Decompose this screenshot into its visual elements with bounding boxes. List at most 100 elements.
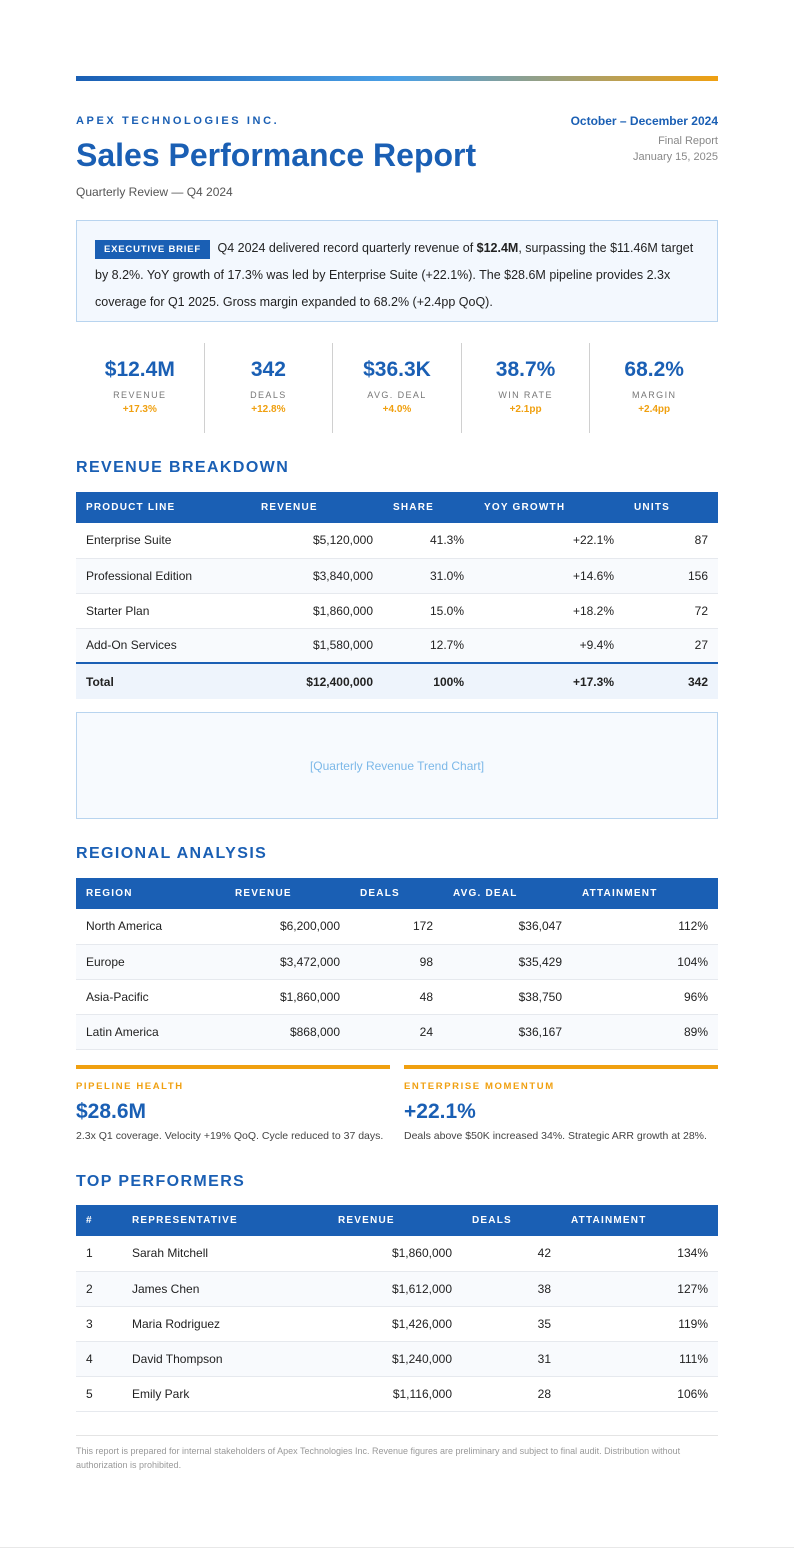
cell-attainment: 134% [561, 1236, 718, 1272]
brief-highlight: $12.4M [476, 241, 519, 255]
table-header-row: REGION REVENUE DEALS AVG. DEAL ATTAINMEN… [76, 878, 718, 909]
section-heading-regional: REGIONAL ANALYSIS [76, 845, 268, 862]
cell-deals: 48 [350, 979, 443, 1015]
cell-attainment: 106% [561, 1376, 718, 1412]
report-status: Final Report [658, 135, 718, 147]
column-header: # [76, 1205, 122, 1236]
cell-product: Professional Edition [76, 558, 251, 594]
card-text: Deals above $50K increased 34%. Strategi… [404, 1130, 707, 1142]
cell-attainment: 119% [561, 1306, 718, 1342]
column-header: ATTAINMENT [561, 1205, 718, 1236]
cell-revenue: $1,860,000 [328, 1236, 462, 1272]
section-heading-revenue: REVENUE BREAKDOWN [76, 459, 290, 476]
kpi-change: +17.3% [122, 404, 157, 415]
executive-brief: EXECUTIVE BRIEF Q4 2024 delivered record… [76, 220, 718, 322]
kpi-change: +2.4pp [638, 404, 671, 415]
cell-region: North America [76, 909, 225, 945]
table-row: 1 Sarah Mitchell $1,860,000 42 134% [76, 1236, 718, 1272]
cell-deals: 38 [462, 1271, 561, 1307]
cell-revenue: $1,580,000 [251, 628, 383, 664]
cell-attainment: 104% [572, 944, 718, 980]
column-header: ATTAINMENT [572, 878, 718, 909]
card-label: ENTERPRISE MOMENTUM [404, 1081, 555, 1092]
executive-brief-badge: EXECUTIVE BRIEF [95, 240, 210, 259]
company-name: APEX TECHNOLOGIES INC. [76, 115, 280, 127]
pipeline-health-card: PIPELINE HEALTH $28.6M 2.3x Q1 coverage.… [76, 1065, 390, 1142]
cell-deals: 28 [462, 1376, 561, 1412]
cell-total-revenue: $12,400,000 [251, 662, 383, 699]
kpi-value: $12.4M [104, 358, 175, 381]
cell-representative: Maria Rodriguez [122, 1306, 328, 1342]
cell-share: 41.3% [383, 523, 474, 559]
card-label: PIPELINE HEALTH [76, 1081, 184, 1092]
cell-region: Latin America [76, 1014, 225, 1050]
cell-total-units: 342 [624, 662, 718, 699]
brief-text-1: Q4 2024 delivered record quarterly reven… [214, 241, 477, 255]
page-bottom-divider [0, 1547, 794, 1548]
gradient-top-bar [76, 76, 718, 81]
chart-placeholder-text: [Quarterly Revenue Trend Chart] [309, 758, 485, 773]
table-row: Latin America $868,000 24 $36,167 89% [76, 1014, 718, 1050]
kpi-deals: 342 DEALS +12.8% [205, 343, 334, 433]
kpi-change: +4.0% [382, 404, 412, 415]
cell-attainment: 96% [572, 979, 718, 1015]
cell-units: 72 [624, 593, 718, 629]
column-header: REPRESENTATIVE [122, 1205, 328, 1236]
report-period: October – December 2024 [570, 114, 718, 128]
cell-share: 31.0% [383, 558, 474, 594]
cell-revenue: $1,116,000 [328, 1376, 462, 1412]
kpi-win-rate: 38.7% WIN RATE +2.1pp [462, 343, 591, 433]
cell-product: Starter Plan [76, 593, 251, 629]
cell-share: 12.7% [383, 628, 474, 664]
cell-avg-deal: $38,750 [443, 979, 572, 1015]
table-row: 4 David Thompson $1,240,000 31 111% [76, 1341, 718, 1377]
cell-deals: 172 [350, 909, 443, 945]
cell-deals: 35 [462, 1306, 561, 1342]
column-header: AVG. DEAL [443, 878, 572, 909]
cell-region: Europe [76, 944, 225, 980]
cell-attainment: 111% [561, 1341, 718, 1377]
regional-table: REGION REVENUE DEALS AVG. DEAL ATTAINMEN… [76, 878, 718, 1050]
page-title: Sales Performance Report [76, 137, 477, 173]
cell-avg-deal: $36,167 [443, 1014, 572, 1050]
cell-avg-deal: $35,429 [443, 944, 572, 980]
report-header: APEX TECHNOLOGIES INC. Sales Performance… [76, 81, 718, 221]
cell-product: Add-On Services [76, 628, 251, 664]
kpi-change: +2.1pp [509, 404, 542, 415]
table-row: 3 Maria Rodriguez $1,426,000 35 119% [76, 1306, 718, 1342]
cell-rank: 1 [76, 1236, 122, 1272]
cell-attainment: 89% [572, 1014, 718, 1050]
cell-deals: 24 [350, 1014, 443, 1050]
cell-growth: +9.4% [474, 628, 624, 664]
cell-representative: Sarah Mitchell [122, 1236, 328, 1272]
cell-deals: 42 [462, 1236, 561, 1272]
performers-table: # REPRESENTATIVE REVENUE DEALS ATTAINMEN… [76, 1205, 718, 1412]
table-header-row: # REPRESENTATIVE REVENUE DEALS ATTAINMEN… [76, 1205, 718, 1236]
kpi-value: 68.2% [624, 358, 684, 381]
cell-total-growth: +17.3% [474, 662, 624, 699]
cell-revenue: $1,426,000 [328, 1306, 462, 1342]
card-text: 2.3x Q1 coverage. Velocity +19% QoQ. Cyc… [76, 1130, 384, 1142]
report-date: January 15, 2025 [632, 151, 718, 163]
cell-growth: +18.2% [474, 593, 624, 629]
cell-rank: 4 [76, 1341, 122, 1377]
column-header: REVENUE [328, 1205, 462, 1236]
cell-revenue: $1,612,000 [328, 1271, 462, 1307]
column-header: YOY GROWTH [474, 492, 624, 523]
cell-revenue: $6,200,000 [225, 909, 350, 945]
kpi-label: REVENUE [113, 390, 167, 400]
kpi-margin: 68.2% MARGIN +2.4pp [590, 343, 718, 433]
cell-units: 156 [624, 558, 718, 594]
cell-revenue: $5,120,000 [251, 523, 383, 559]
kpi-revenue: $12.4M REVENUE +17.3% [76, 343, 205, 433]
cell-revenue: $3,472,000 [225, 944, 350, 980]
table-row: North America $6,200,000 172 $36,047 112… [76, 909, 718, 945]
footer-disclaimer: This report is prepared for internal sta… [76, 1435, 718, 1472]
cell-revenue: $3,840,000 [251, 558, 383, 594]
column-header: DEALS [350, 878, 443, 909]
cell-deals: 31 [462, 1341, 561, 1377]
cell-revenue: $1,860,000 [225, 979, 350, 1015]
enterprise-momentum-card: ENTERPRISE MOMENTUM +22.1% Deals above $… [404, 1065, 718, 1142]
table-row: Enterprise Suite $5,120,000 41.3% +22.1%… [76, 523, 718, 559]
revenue-table: PRODUCT LINE REVENUE SHARE YOY GROWTH UN… [76, 492, 718, 699]
